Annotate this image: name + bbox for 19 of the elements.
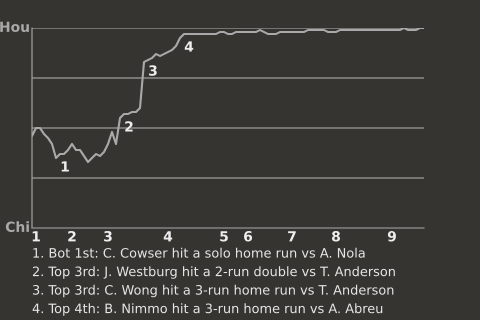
x-tick-label: 7	[288, 231, 296, 242]
x-tick-label: 8	[332, 231, 340, 242]
x-tick-label: 4	[164, 231, 172, 242]
text: Chi	[6, 221, 29, 232]
text: 4. Top 4th: B. Nimmo hit a 3-run home run vs A. Abreu	[32, 303, 382, 316]
x-tick-label: 2	[68, 231, 76, 242]
annotation: 4	[184, 41, 194, 52]
annotation: 1	[62, 161, 69, 172]
x-tick-label: 3	[104, 231, 112, 242]
annotation: 2	[125, 121, 133, 132]
text: 3. Top 3rd: C. Wong hit a 3-run home run vs T. Anderson	[32, 284, 394, 298]
text: 1. Bot 1st: C. Cowser hit a solo home run vs A. Nola	[33, 248, 365, 258]
text: 2. Top 3rd: J. Westburg hit a 2-run double vs T. Anderson	[32, 266, 395, 279]
x-tick-label: 5	[220, 231, 228, 242]
annotation: 3	[149, 65, 157, 76]
x-tick-label: 6	[244, 231, 252, 242]
text: Hou	[0, 22, 29, 32]
x-tick-label: 9	[388, 231, 396, 242]
x-tick-label: 1	[32, 231, 40, 242]
